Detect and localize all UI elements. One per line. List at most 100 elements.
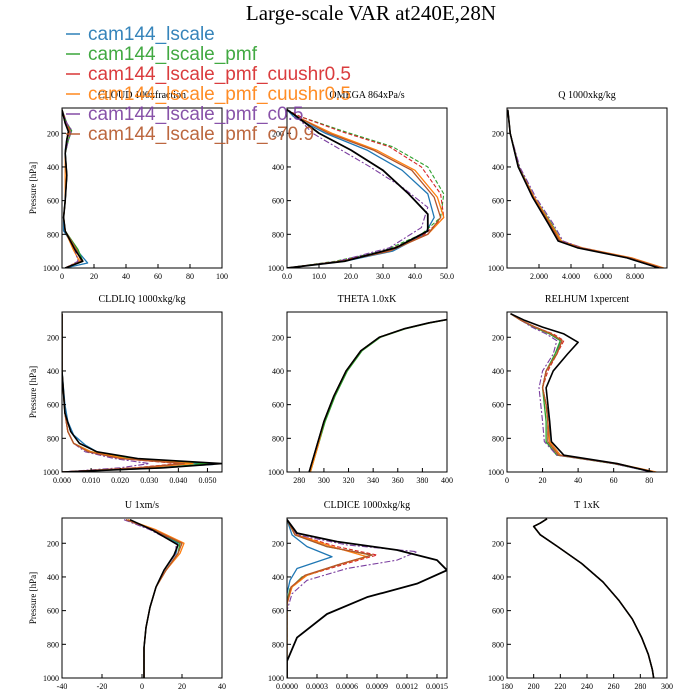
series-line-4 — [507, 109, 661, 268]
panel-u: U 1xm/s -40 -20 0 20 40 200 400 600 800 1000 Pressu… — [28, 500, 226, 691]
x-tick-label: 20 — [539, 476, 547, 485]
y-tick-label: 200 — [272, 539, 284, 548]
x-tick-label: 280 — [634, 682, 646, 691]
y-tick-label: 600 — [272, 197, 284, 206]
y-tick-label: 600 — [272, 401, 284, 410]
panel-cldice: CLDICE 1000xkg/kg 0.0000 0.0003 0.0006 0.000… — [268, 500, 448, 691]
panel-omega: OMEGA 864xPa/s 0.0 10.0 20.0 30.0 40.0 50.0 200… — [268, 90, 454, 281]
legend-label: cam144_lscale_pmf_c0.5 — [88, 104, 303, 125]
series-line-4 — [287, 109, 429, 268]
legend-label: cam144_lscale_pmf_c70.9 — [88, 124, 314, 145]
y-tick-label: 600 — [47, 607, 59, 616]
series-line-2 — [62, 313, 179, 472]
x-tick-label: -40 — [57, 682, 68, 691]
x-tick-label: 0.030 — [140, 476, 158, 485]
plot-frame — [506, 107, 668, 269]
series-line-0 — [287, 519, 333, 678]
y-tick-label: 1000 — [488, 468, 504, 477]
y-tick-label: 800 — [47, 640, 59, 649]
y-tick-label: 200 — [492, 333, 504, 342]
x-tick-label: 30.0 — [376, 272, 390, 281]
panel-title: CLOUD 100xfraction — [98, 90, 186, 101]
x-tick-label: 60 — [154, 272, 162, 281]
series-group — [507, 109, 664, 268]
series-line-6 — [62, 109, 84, 268]
x-tick-label: 360 — [392, 476, 404, 485]
x-tick-label: 320 — [343, 476, 355, 485]
series-group — [287, 519, 447, 678]
series-line-6 — [287, 108, 429, 268]
x-tick-label: 0 — [505, 476, 509, 485]
x-tick-label: 100 — [216, 272, 228, 281]
series-line-5 — [125, 519, 183, 678]
x-tick-label: 0.040 — [169, 476, 187, 485]
series-line-5 — [308, 318, 447, 472]
panel-title: U 1xm/s — [125, 500, 159, 511]
x-tick-label: 8.000 — [626, 272, 644, 281]
panel-relhum: RELHUM 1xpercent 0 20 40 60 80 200 400 600 800 100… — [488, 294, 668, 485]
series-line-2 — [308, 319, 447, 472]
x-tick-label: 0.0003 — [306, 682, 328, 691]
x-tick-label: 40 — [218, 682, 226, 691]
series-group — [123, 518, 185, 678]
series-line-4 — [308, 319, 447, 472]
series-line-5 — [507, 109, 663, 268]
x-tick-label: 60 — [610, 476, 618, 485]
x-tick-label: 200 — [528, 682, 540, 691]
x-tick-label: 300 — [318, 476, 330, 485]
series-line-1 — [287, 519, 373, 678]
series-group — [308, 318, 447, 472]
y-tick-label: 400 — [47, 163, 59, 172]
x-tick-label: 0 — [60, 272, 64, 281]
x-tick-label: 20.0 — [344, 272, 358, 281]
series-group — [532, 518, 655, 678]
legend: cam144_lscalecam144_lscale_pmfcam144_lsc… — [66, 24, 351, 145]
series-line-6 — [532, 518, 655, 678]
series-line-1 — [127, 519, 181, 678]
series-line-0 — [287, 109, 435, 268]
series-line-2 — [510, 313, 655, 472]
y-tick-label: 400 — [47, 573, 59, 582]
y-tick-label: 400 — [492, 367, 504, 376]
x-tick-label: 0.0009 — [366, 682, 388, 691]
chart-title: Large-scale VAR at240E,28N — [246, 1, 496, 25]
series-line-3 — [309, 318, 447, 472]
y-tick-label: 200 — [272, 129, 284, 138]
x-tick-label: 40 — [122, 272, 130, 281]
y-tick-label: 400 — [492, 573, 504, 582]
series-line-3 — [510, 313, 657, 472]
y-tick-label: 600 — [47, 401, 59, 410]
x-tick-label: 80 — [186, 272, 194, 281]
plot-frame — [506, 311, 668, 473]
x-tick-label: 0.0012 — [396, 682, 418, 691]
y-tick-label: 800 — [272, 640, 284, 649]
y-tick-label: 1000 — [268, 264, 284, 273]
legend-label: cam144_lscale — [88, 24, 215, 45]
series-line-5 — [510, 313, 655, 472]
y-tick-label: 200 — [492, 129, 504, 138]
y-tick-label: 800 — [272, 434, 284, 443]
plot-frame — [61, 311, 223, 473]
x-tick-label: 0.0015 — [426, 682, 448, 691]
x-tick-label: 80 — [645, 476, 653, 485]
x-tick-label: 0.020 — [111, 476, 129, 485]
series-line-0 — [308, 318, 447, 472]
series-line-4 — [510, 313, 652, 472]
x-tick-label: -20 — [97, 682, 108, 691]
panel-t: T 1xK 180 200 220 240 260 280 300 200 400 600 800 10… — [488, 500, 673, 691]
y-tick-label: 1000 — [268, 468, 284, 477]
x-tick-label: 2.000 — [530, 272, 548, 281]
series-line-6 — [129, 518, 179, 678]
series-group — [287, 108, 445, 268]
x-tick-label: 240 — [581, 682, 593, 691]
x-tick-label: 40.0 — [408, 272, 422, 281]
y-axis-label: Pressure [hPa] — [28, 162, 38, 214]
plot-frame — [61, 107, 223, 269]
x-tick-label: 400 — [441, 476, 453, 485]
series-line-1 — [309, 319, 447, 472]
panel-title: RELHUM 1xpercent — [545, 294, 629, 305]
x-tick-label: 0.050 — [198, 476, 216, 485]
series-line-4 — [123, 519, 177, 678]
